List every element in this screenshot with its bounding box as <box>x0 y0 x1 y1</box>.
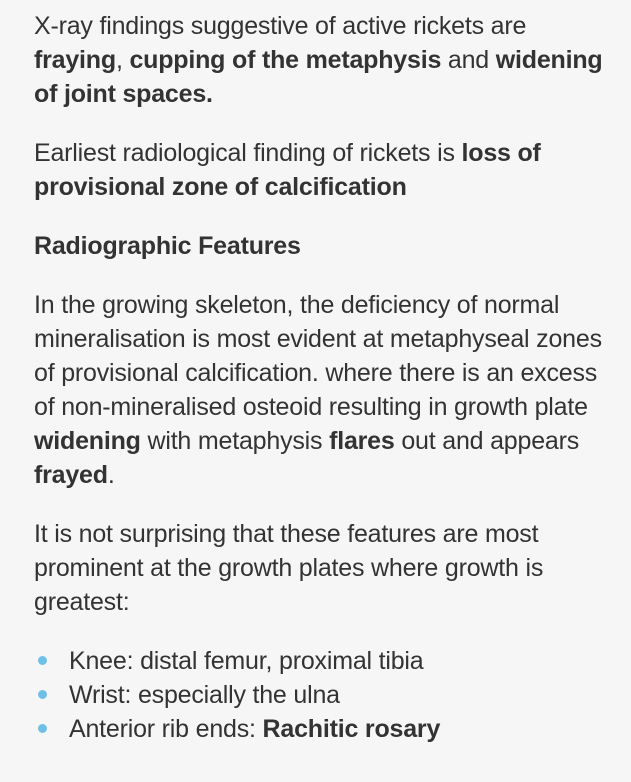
section-heading: Radiographic Features <box>34 229 619 263</box>
list-item: Wrist: especially the ulna <box>34 678 619 712</box>
paragraph-xray-findings: X-ray findings suggestive of active rick… <box>34 9 619 111</box>
bold-rachitic-rosary: Rachitic rosary <box>262 715 441 743</box>
text: X-ray findings suggestive of active rick… <box>34 12 527 40</box>
text: In the growing skeleton, the deficiency … <box>34 291 602 421</box>
bullet-icon <box>38 690 47 699</box>
text: . <box>107 461 115 489</box>
bold-widening: widening <box>34 427 141 455</box>
bold-flares: flares <box>329 427 395 455</box>
bullet-icon <box>38 724 47 733</box>
text: with metaphysis <box>140 427 330 455</box>
list-item-text: Anterior rib ends: <box>69 715 263 743</box>
heading-text: Radiographic Features <box>34 232 301 260</box>
list-item: Knee: distal femur, proximal tibia <box>34 644 619 678</box>
list-item: Anterior rib ends: Rachitic rosary <box>34 712 619 746</box>
paragraph-earliest-finding: Earliest radiological finding of rickets… <box>34 136 619 204</box>
bold-widening-joint-spaces: widening of joint spaces. <box>34 46 603 108</box>
bold-cupping: cupping of the metaphysis <box>129 46 442 74</box>
list-item-text: Knee: distal femur, proximal tibia <box>69 647 424 675</box>
text: , <box>115 46 130 74</box>
paragraph-growth-plates: It is not surprising that these features… <box>34 520 544 616</box>
paragraph-growing-skeleton: In the growing skeleton, the deficiency … <box>34 288 619 492</box>
bold-loss-of-zone: loss of provisional zone of calcificatio… <box>34 139 541 201</box>
text: and <box>441 46 496 74</box>
bullet-icon <box>38 656 47 665</box>
text: out and appears <box>394 427 580 455</box>
bold-frayed: frayed <box>34 461 108 489</box>
text: Earliest radiological finding of rickets… <box>34 139 462 167</box>
bold-fraying: fraying <box>34 46 116 74</box>
list-item-text: Wrist: especially the ulna <box>69 681 340 709</box>
bullet-list: Knee: distal femur, proximal tibia Wrist… <box>34 644 619 746</box>
article-content: X-ray findings suggestive of active rick… <box>34 9 619 746</box>
